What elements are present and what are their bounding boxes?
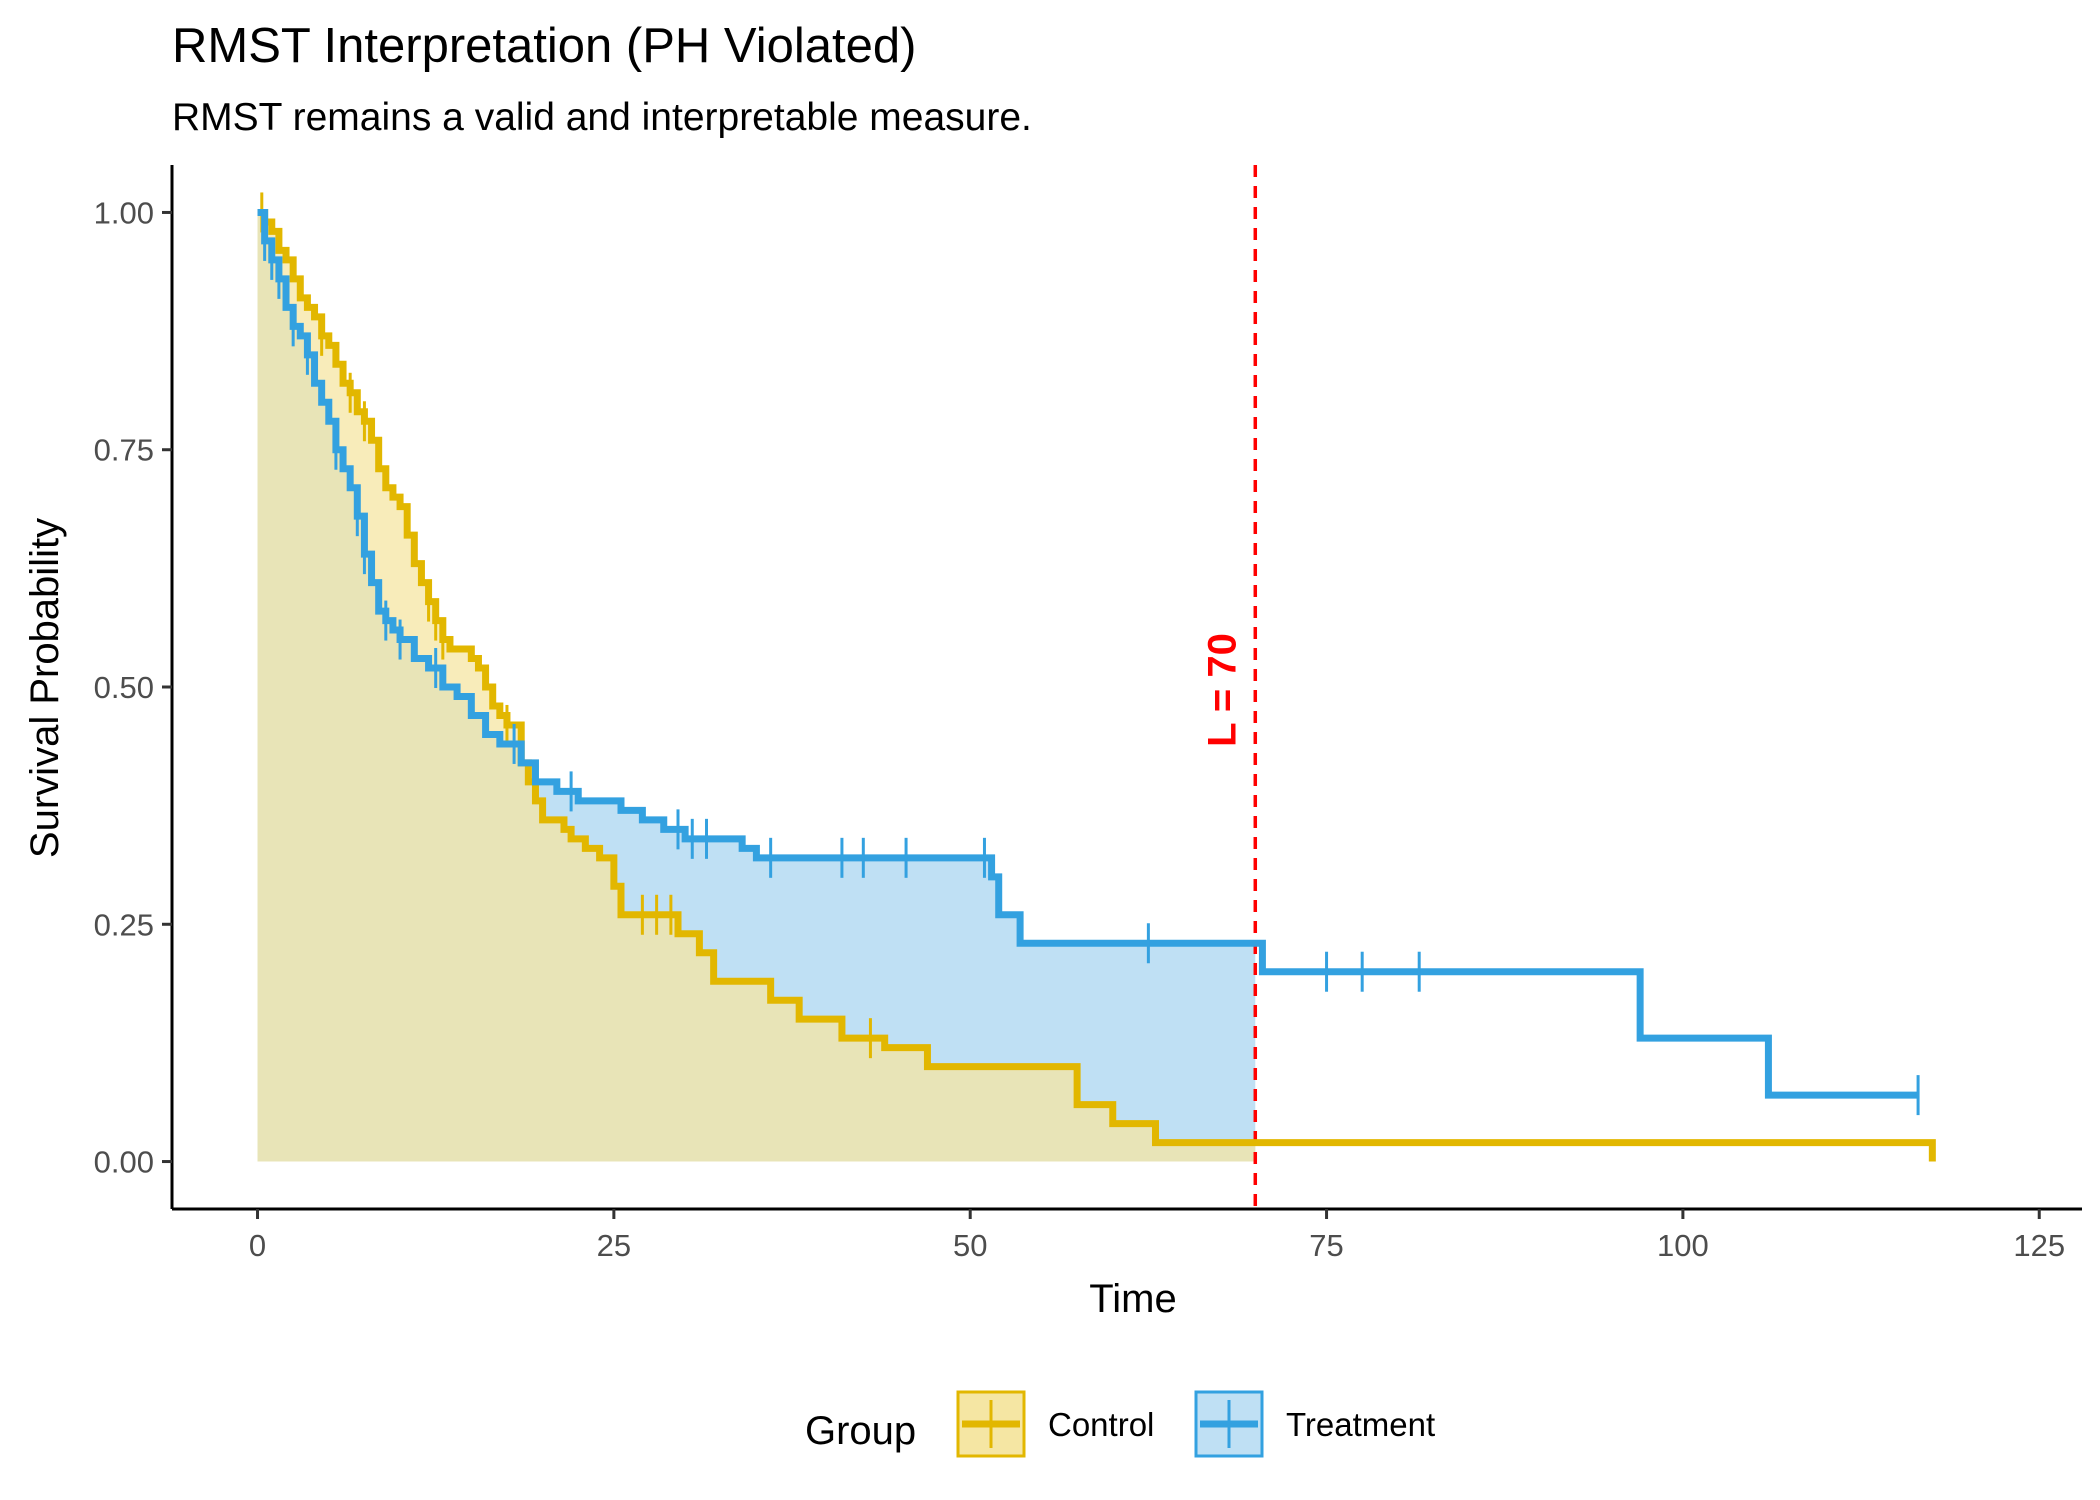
x-tick-label: 25 [597,1228,631,1263]
y-tick-label: 1.00 [94,195,154,230]
y-axis-title: Survival Probability [23,518,67,858]
x-tick-label: 0 [249,1228,266,1263]
legend: Group Control Treatment [805,1390,1435,1458]
reference-layer: L = 70 [1200,165,1258,1209]
y-tick-label: 0.75 [94,433,154,468]
y-tick-label: 0.50 [94,670,154,705]
rmst-area-control [257,212,1256,1162]
y-tick-label: 0.25 [94,907,154,942]
plot-area: L = 70 [257,165,1936,1209]
survival-curve-layer [257,192,1936,1162]
rmst-area-layer [257,212,1256,1162]
survival-curve-treatment [257,208,1919,1099]
x-tick-label: 125 [2013,1228,2065,1263]
x-axis-title: Time [1089,1277,1176,1321]
survival-curve-control [257,208,1936,1162]
legend-title: Group [805,1409,916,1453]
chart-subtitle: RMST remains a valid and interpretable m… [172,96,1032,139]
reference-line-label: L = 70 [1200,633,1244,747]
legend-label-treatment: Treatment [1286,1406,1435,1443]
x-tick-label: 50 [953,1228,987,1263]
y-tick-label: 0.00 [94,1145,154,1180]
axes: 0 25 50 75 100 125 0.00 0.25 0.50 0.75 1.00 [94,165,2082,1263]
x-tick-label: 100 [1657,1228,1709,1263]
x-tick-label: 75 [1309,1228,1343,1263]
chart-title: RMST Interpretation (PH Violated) [172,19,916,73]
legend-label-control: Control [1048,1406,1154,1443]
